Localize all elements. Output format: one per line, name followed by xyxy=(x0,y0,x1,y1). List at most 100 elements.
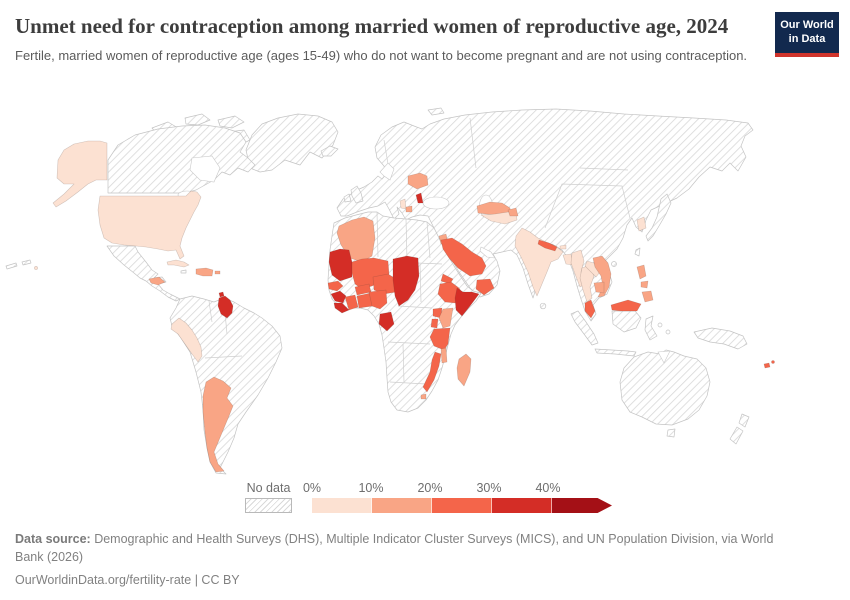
country-eswatini[interactable] xyxy=(420,393,427,400)
chart-title: Unmet need for contraception among marri… xyxy=(15,14,729,38)
owid-url-link[interactable]: OurWorldinData.org/fertility-rate xyxy=(15,573,192,588)
country-mauritania[interactable] xyxy=(328,248,353,282)
landmass-greenland[interactable] xyxy=(245,113,339,173)
country-tajikistan[interactable] xyxy=(507,207,519,217)
island-java xyxy=(594,348,637,357)
island-maluku xyxy=(657,322,663,328)
data-source-text: Demographic and Health Surveys (DHS), Mu… xyxy=(15,532,774,565)
country-fiji[interactable] xyxy=(771,360,775,364)
persian-gulf xyxy=(479,246,496,259)
island-aleutians xyxy=(21,259,32,266)
island-borneo[interactable] xyxy=(611,310,642,333)
country-malawi[interactable] xyxy=(440,347,448,364)
landmass-new-zealand[interactable] xyxy=(738,413,750,428)
country-mozambique[interactable] xyxy=(422,351,442,393)
island-taiwan xyxy=(634,247,641,257)
hudson-bay xyxy=(189,155,221,183)
country-bhutan[interactable] xyxy=(559,244,567,250)
country-guyana[interactable] xyxy=(217,295,234,319)
legend-bin-40-plus[interactable] xyxy=(552,498,612,513)
country-rwanda-burundi[interactable] xyxy=(430,318,439,329)
country-nepal[interactable] xyxy=(537,239,558,252)
island-hainan xyxy=(611,261,617,267)
country-yemen[interactable] xyxy=(475,278,495,296)
landmass-new-guinea[interactable] xyxy=(693,327,748,350)
legend-bin-20-30[interactable] xyxy=(432,498,492,513)
legend-tick-10: 10% xyxy=(358,481,384,495)
island-sumatra[interactable] xyxy=(570,310,599,346)
country-peru[interactable] xyxy=(170,317,203,363)
landmass-japan[interactable] xyxy=(645,193,672,242)
legend-color-bar xyxy=(312,498,612,513)
landmass-new-zealand[interactable] xyxy=(729,426,744,445)
legend-tick-40: 40% xyxy=(535,481,561,495)
country-north-macedonia[interactable] xyxy=(405,205,413,213)
country-somalia[interactable] xyxy=(454,287,480,317)
legend-no-data-swatch[interactable] xyxy=(245,498,292,513)
island-sulawesi xyxy=(644,315,658,341)
data-source-line: Data source: Demographic and Health Surv… xyxy=(15,530,799,566)
map-legend: No data 0% 10% 20% 30% 40% xyxy=(245,481,625,515)
country-alaska-usa[interactable] xyxy=(52,140,108,208)
country-trinidad-and-tobago[interactable] xyxy=(218,291,225,298)
country-borders-asia xyxy=(383,117,631,229)
arctic-island xyxy=(184,113,211,126)
country-borders-south-america xyxy=(204,300,243,463)
country-madagascar[interactable] xyxy=(456,353,472,387)
legend-bin-0-10[interactable] xyxy=(312,498,372,513)
landmass-mexico-central-america[interactable] xyxy=(106,245,181,302)
country-cambodia[interactable] xyxy=(593,281,605,294)
country-belarus[interactable] xyxy=(407,172,429,190)
legend-tick-30: 30% xyxy=(476,481,502,495)
country-philippines[interactable] xyxy=(636,264,654,303)
country-guinea[interactable] xyxy=(330,290,347,304)
attribution-line: OurWorldinData.org/fertility-rate | CC B… xyxy=(15,571,799,589)
chart-subtitle: Fertile, married women of reproductive a… xyxy=(15,48,748,64)
landmass-canada[interactable] xyxy=(107,124,256,194)
island-sri-lanka xyxy=(539,302,547,310)
island-jamaica xyxy=(180,269,187,274)
country-kenya[interactable] xyxy=(438,307,454,329)
landmass-australia[interactable] xyxy=(619,349,711,426)
arctic-island xyxy=(217,115,245,129)
country-moldova[interactable] xyxy=(415,192,424,204)
country-honduras[interactable] xyxy=(148,276,166,286)
country-dominican-republic[interactable] xyxy=(195,267,214,277)
owid-logo[interactable]: Our World in Data xyxy=(775,12,839,57)
country-chad[interactable] xyxy=(392,255,420,307)
country-cote-divoire[interactable] xyxy=(344,294,359,311)
country-senegal[interactable] xyxy=(327,280,344,292)
country-gabon[interactable] xyxy=(378,311,395,332)
island-aleutians xyxy=(5,262,18,270)
country-fiji[interactable] xyxy=(763,362,771,369)
landmass-united-kingdom[interactable] xyxy=(350,185,364,204)
country-nigeria[interactable] xyxy=(368,289,388,310)
country-malaysia-peninsula[interactable] xyxy=(584,299,596,319)
gulf-of-carpentaria xyxy=(657,350,671,364)
legend-bin-10-20[interactable] xyxy=(372,498,432,513)
landmass-iceland xyxy=(320,145,339,157)
country-hawaii-usa[interactable] xyxy=(34,266,38,270)
country-malaysia-borneo[interactable] xyxy=(610,299,642,312)
country-united-states[interactable] xyxy=(97,190,202,260)
legend-bin-30-40[interactable] xyxy=(492,498,552,513)
country-laos[interactable] xyxy=(584,260,601,278)
island-tasmania xyxy=(666,428,676,438)
country-puerto-rico[interactable] xyxy=(214,270,221,275)
baltic-sea xyxy=(379,162,395,181)
country-vietnam[interactable] xyxy=(592,255,612,298)
country-saudi-arabia[interactable] xyxy=(440,237,487,277)
country-south-korea[interactable] xyxy=(636,216,647,232)
legend-tick-20: 20% xyxy=(417,481,443,495)
landmass-ireland xyxy=(343,193,352,203)
country-cuba[interactable] xyxy=(166,259,190,268)
country-argentina[interactable] xyxy=(202,376,234,473)
country-sierra-leone-liberia[interactable] xyxy=(333,302,350,314)
chart-header: Unmet need for contraception among marri… xyxy=(15,12,765,66)
license-link[interactable]: CC BY xyxy=(201,573,240,588)
chart-footer: Data source: Demographic and Health Surv… xyxy=(15,530,799,589)
country-albania[interactable] xyxy=(399,198,407,210)
separator: | xyxy=(191,573,202,588)
black-sea xyxy=(422,196,450,210)
